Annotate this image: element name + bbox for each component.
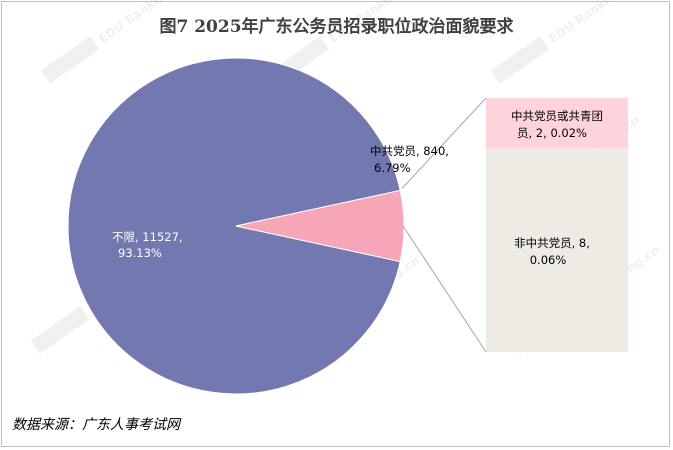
data-label-dangyuan-percent: 6.79%: [374, 161, 411, 175]
breakout-bar: [401, 97, 628, 353]
bar-segment-tuanyuan: [486, 98, 628, 149]
data-label-tuanyuan: 中共党员或共青团: [511, 109, 603, 123]
chart-title: 图7 2025年广东公务员招录职位政治面貌要求: [159, 17, 514, 37]
pie-slice-buxian: [67, 57, 401, 395]
data-source-note: 数据来源：广东人事考试网: [12, 417, 180, 433]
connector-line-top: [401, 97, 487, 189]
data-label-feidangyuan-percent: 0.06%: [530, 253, 567, 267]
connector-line-bottom: [402, 225, 487, 353]
bar-segment-feidangyuan: [486, 148, 628, 352]
data-label-feidangyuan: 非中共党员, 8,: [514, 236, 590, 250]
data-label-buxian: 不限, 11527,: [112, 230, 183, 244]
data-label-dangyuan: 中共党员, 840,: [370, 144, 449, 158]
pie-slice-dangyuan: [235, 189, 405, 263]
data-label-buxian-percent: 93.13%: [118, 246, 162, 260]
data-label-tuanyuan-percent: 员, 2, 0.02%: [517, 126, 587, 140]
pie-chart: [67, 57, 405, 395]
